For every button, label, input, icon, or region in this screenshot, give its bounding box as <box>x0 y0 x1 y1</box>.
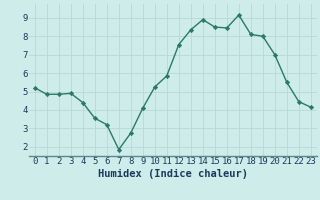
X-axis label: Humidex (Indice chaleur): Humidex (Indice chaleur) <box>98 169 248 179</box>
